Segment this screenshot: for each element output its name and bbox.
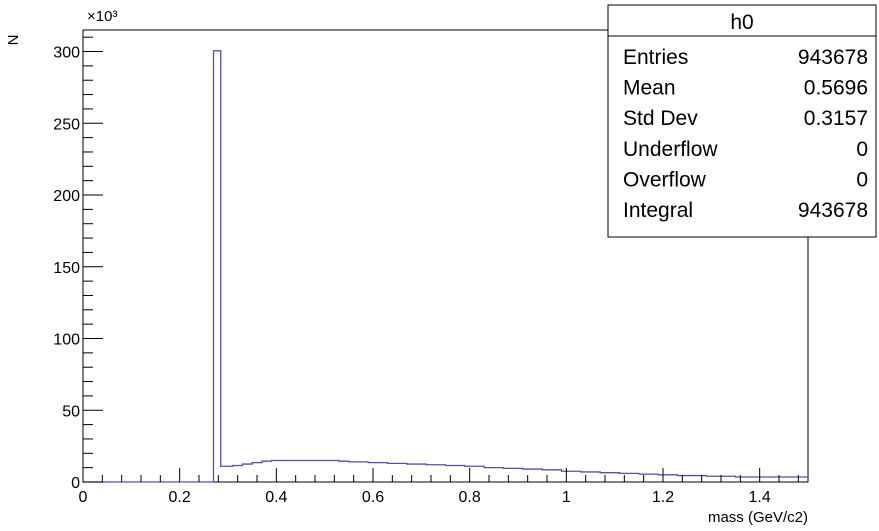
stats-value: 943678	[798, 46, 868, 69]
y-tick-label: 0	[71, 475, 80, 492]
stats-label: Underflow	[623, 138, 718, 161]
stats-box-title: h0	[730, 11, 753, 34]
x-tick-label: 0	[79, 489, 88, 506]
x-tick-label: 0.8	[459, 489, 481, 506]
stats-value: 0.3157	[804, 107, 868, 130]
y-axis-multiplier: ×10³	[87, 8, 117, 25]
plot-frame	[82, 29, 809, 483]
x-tick-label: 1	[562, 489, 571, 506]
y-tick-label: 100	[53, 332, 80, 349]
histogram-series	[83, 50, 808, 483]
tick-layer	[82, 36, 799, 483]
stats-label: Entries	[623, 46, 688, 69]
stats-box: h0 Entries 943678 Mean 0.5696 Std Dev 0.3157 U…	[607, 4, 877, 238]
y-tick-label: 250	[53, 116, 80, 133]
x-tick-label: 0.2	[169, 489, 191, 506]
y-tick-label: 50	[62, 403, 80, 420]
x-tick-label: 0.6	[362, 489, 384, 506]
y-tick-label: 150	[53, 260, 80, 277]
frame-layer	[82, 29, 809, 483]
y-tick-label: 200	[53, 188, 80, 205]
stats-box-frame	[607, 4, 877, 238]
x-axis-title: mass (GeV/c2)	[708, 509, 808, 526]
stats-value: 0.5696	[804, 77, 868, 100]
stats-label: Overflow	[623, 168, 707, 191]
x-tick-label: 0.4	[265, 489, 287, 506]
y-axis-title: N	[5, 35, 22, 46]
stats-label: Std Dev	[623, 107, 698, 130]
stats-label: Integral	[623, 199, 693, 222]
stats-label: Mean	[623, 77, 676, 100]
y-tick-label: 300	[53, 45, 80, 62]
x-tick-label: 1.4	[749, 489, 771, 506]
stats-value: 0	[856, 138, 868, 161]
x-tick-label: 1.2	[652, 489, 674, 506]
tick-label-layer: 0 0.2 0.4 0.6 0.8 1 1.2 1.4 0 50 100 150 200 250 300	[53, 45, 771, 506]
stats-value: 0	[856, 168, 868, 191]
stats-value: 943678	[798, 199, 868, 222]
histogram-line	[83, 50, 808, 483]
stats-rows: Entries 943678 Mean 0.5696 Std Dev 0.3157 Unde…	[623, 46, 868, 222]
